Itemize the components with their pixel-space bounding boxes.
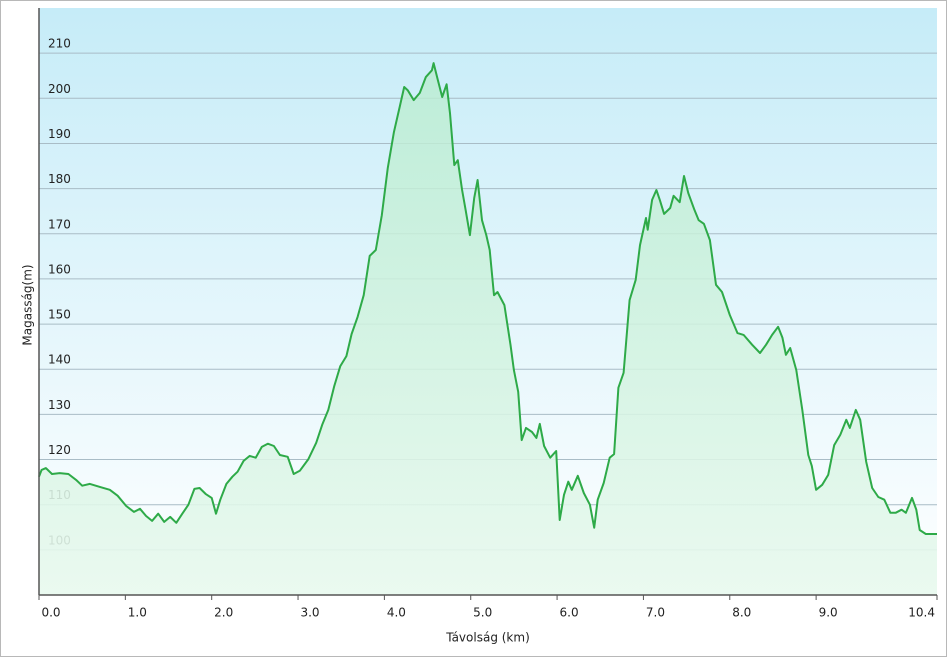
- x-tick-label: 7.0: [646, 606, 665, 620]
- y-tick-label: 120: [48, 443, 71, 457]
- line: [38, 62, 937, 535]
- x-tick-label: 9.0: [819, 606, 838, 620]
- x-tick-label: 5.0: [473, 606, 492, 620]
- y-axis-title: Magasság(m): [21, 264, 35, 345]
- x-tick-label: 4.0: [387, 606, 406, 620]
- y-tick-label: 180: [48, 172, 71, 186]
- x-tick-label: 3.0: [300, 606, 319, 620]
- y-tick-label: 140: [48, 353, 71, 367]
- y-tick-label: 170: [48, 217, 71, 231]
- y-tick-label: 150: [48, 308, 71, 322]
- y-tick-label: 160: [48, 262, 71, 276]
- area: [39, 63, 937, 596]
- y-tick-label: 200: [48, 82, 71, 96]
- y-tick-label: 210: [48, 37, 71, 51]
- x-tick-label: 10.4: [908, 606, 935, 620]
- x-tick-label: 8.0: [732, 606, 751, 620]
- x-tick-label: 1.0: [128, 606, 147, 620]
- x-axis-title: Távolság (km): [445, 631, 530, 645]
- y-tick-label: 190: [48, 127, 71, 141]
- y-tick-label: 130: [48, 398, 71, 412]
- x-tick-label: 0.0: [41, 606, 60, 620]
- x-tick-label: 6.0: [560, 606, 579, 620]
- x-tick-label: 2.0: [214, 606, 233, 620]
